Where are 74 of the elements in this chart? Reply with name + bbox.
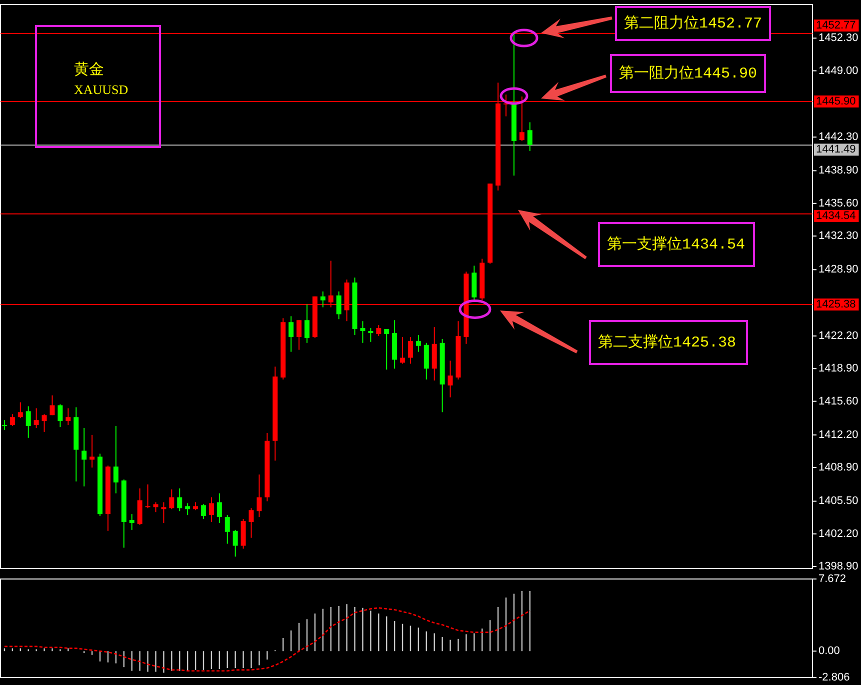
candlestick — [137, 488, 142, 526]
candlestick — [177, 488, 182, 512]
candlestick — [42, 414, 47, 432]
y-tick-label: -2.806 — [818, 672, 850, 684]
annotation: 第一支撑位1434.54 — [607, 235, 746, 253]
candlestick — [10, 414, 15, 427]
y-tick-label: 0.00 — [818, 645, 840, 658]
y-tick-label: 1422.20 — [818, 330, 858, 342]
candlestick — [58, 404, 63, 428]
candlestick — [201, 504, 206, 520]
y-tick-label: 1398.90 — [818, 560, 858, 573]
y-tick-label: 1412.20 — [818, 428, 858, 441]
ref-line-label: 1441.49 — [816, 144, 856, 156]
candlestick — [129, 514, 134, 530]
candlestick — [161, 502, 166, 524]
candlestick — [408, 336, 413, 364]
ref-line-label: 1445.90 — [816, 95, 856, 108]
candlestick — [34, 408, 39, 428]
y-tick-label: 1449.00 — [818, 64, 858, 77]
candlestick — [368, 328, 374, 342]
y-tick-label: 1415.60 — [818, 395, 858, 408]
candlestick — [66, 408, 71, 426]
candlestick — [288, 316, 294, 352]
ref-line-label: 1434.54 — [816, 210, 856, 222]
candlestick — [224, 514, 230, 544]
y-tick-label: 1402.20 — [818, 528, 858, 540]
candlestick — [145, 484, 150, 509]
candlestick — [504, 94, 509, 117]
candlestick — [18, 402, 23, 419]
candlestick — [527, 122, 532, 152]
candlestick — [424, 342, 429, 380]
y-tick-label: 1452.30 — [818, 32, 858, 44]
y-tick-label: 1428.90 — [818, 264, 858, 276]
candlestick — [519, 96, 524, 142]
candlestick — [26, 406, 31, 438]
candlestick — [336, 290, 342, 320]
y-tick-label: 1432.30 — [818, 230, 858, 242]
candlestick — [304, 304, 310, 344]
y-tick-label: 7.672 — [818, 573, 846, 585]
annotation: 第二阻力位1452.77 — [624, 14, 762, 32]
y-tick-label: 1418.90 — [818, 362, 858, 375]
text: 黄金 — [74, 60, 104, 78]
y-tick-label: 1442.30 — [818, 131, 858, 144]
text: XAUUSD — [74, 82, 128, 96]
candlestick — [400, 336, 406, 364]
y-tick-label: 1408.90 — [818, 462, 858, 474]
line-series — [4, 607, 531, 672]
y-tick-label: 1435.60 — [818, 197, 858, 210]
candlestick — [185, 502, 190, 516]
candlestick — [360, 320, 366, 344]
candlestick — [384, 328, 390, 370]
ref-line-label: 1425.38 — [816, 298, 856, 311]
annotation: 第二支撑位1425.38 — [598, 333, 736, 351]
candlestick — [320, 290, 326, 308]
candlestick — [82, 427, 87, 487]
candlestick — [208, 496, 214, 522]
candlestick — [50, 394, 55, 416]
y-tick-label: 1438.90 — [818, 164, 858, 177]
annotation: 第一阻力位1445.90 — [619, 64, 758, 82]
candlestick — [113, 426, 118, 494]
ref-line-label: 1452.77 — [816, 20, 856, 32]
candlestick — [232, 529, 238, 558]
candlestick — [216, 492, 222, 524]
candlestick — [90, 434, 95, 468]
y-tick-label: 1405.50 — [818, 495, 858, 508]
candlestick — [169, 488, 174, 510]
candlestick — [153, 502, 158, 513]
candlestick — [296, 320, 302, 350]
candlestick — [2, 420, 7, 430]
candlestick — [248, 508, 254, 538]
candlestick — [376, 324, 382, 336]
candlestick — [416, 334, 421, 352]
candlestick — [256, 474, 262, 518]
candlestick — [448, 360, 453, 398]
